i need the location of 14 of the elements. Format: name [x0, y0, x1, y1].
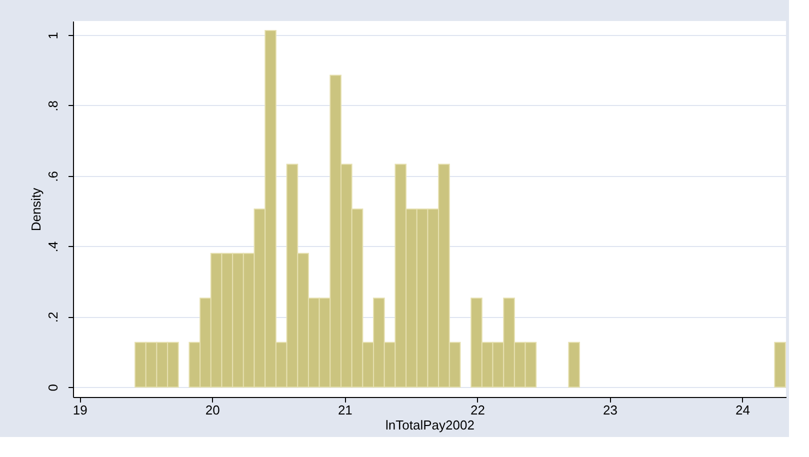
- x-axis-title: lnTotalPay2002: [386, 418, 474, 432]
- x-tick-label: 21: [338, 402, 352, 418]
- y-axis-title: Density: [28, 187, 44, 232]
- x-tick-label: 24: [736, 402, 750, 418]
- x-tick-label: 19: [72, 402, 88, 418]
- y-tick-label: 1: [46, 32, 60, 40]
- y-tick-label: .4: [46, 241, 60, 252]
- x-tick-label: 22: [470, 402, 485, 418]
- y-tick-label: 0: [46, 384, 60, 392]
- y-tick-label: .2: [46, 312, 60, 323]
- y-tick-label: .6: [46, 170, 60, 182]
- x-tick-label: 20: [205, 402, 220, 418]
- y-tick-label: .8: [46, 100, 60, 112]
- x-tick-label: 23: [603, 402, 618, 418]
